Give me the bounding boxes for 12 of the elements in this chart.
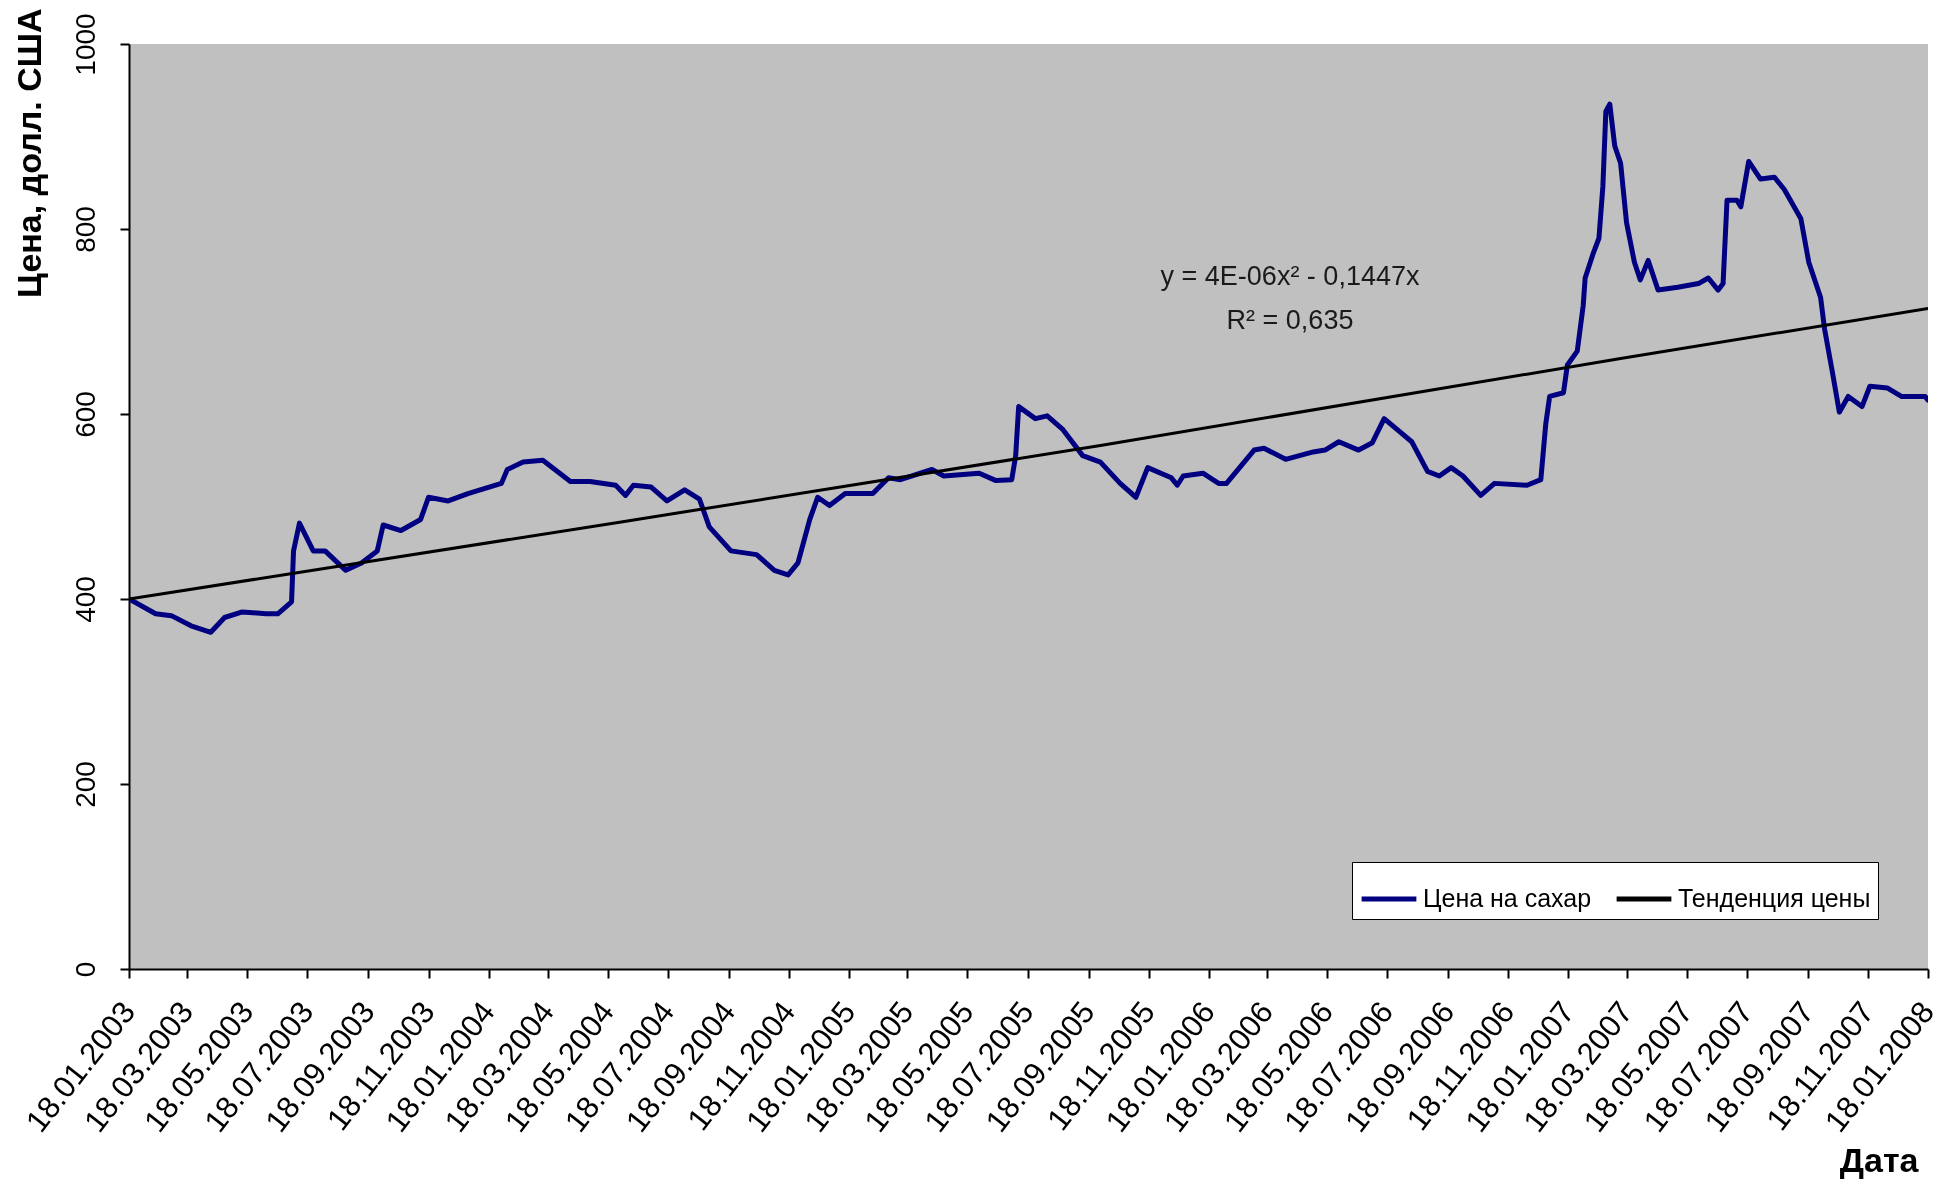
annotation: R² = 0,635 [1226, 305, 1354, 335]
y-tick-label: 200 [69, 761, 101, 808]
annotation: y = 4E-06x² - 0,1447x [1160, 261, 1420, 291]
y-tick-label: 400 [69, 576, 101, 623]
x-axis-title: Дата [1839, 1140, 1920, 1179]
y-tick-label: 0 [69, 961, 101, 978]
legend-label: Тенденция цены [1678, 884, 1871, 912]
y-tick-label: 1000 [69, 13, 101, 76]
y-tick-label: 600 [69, 391, 101, 438]
legend-label: Цена на сахар [1423, 884, 1592, 912]
y-axis-title: Цена, долл. США [9, 8, 48, 298]
y-tick-label: 800 [69, 206, 101, 253]
